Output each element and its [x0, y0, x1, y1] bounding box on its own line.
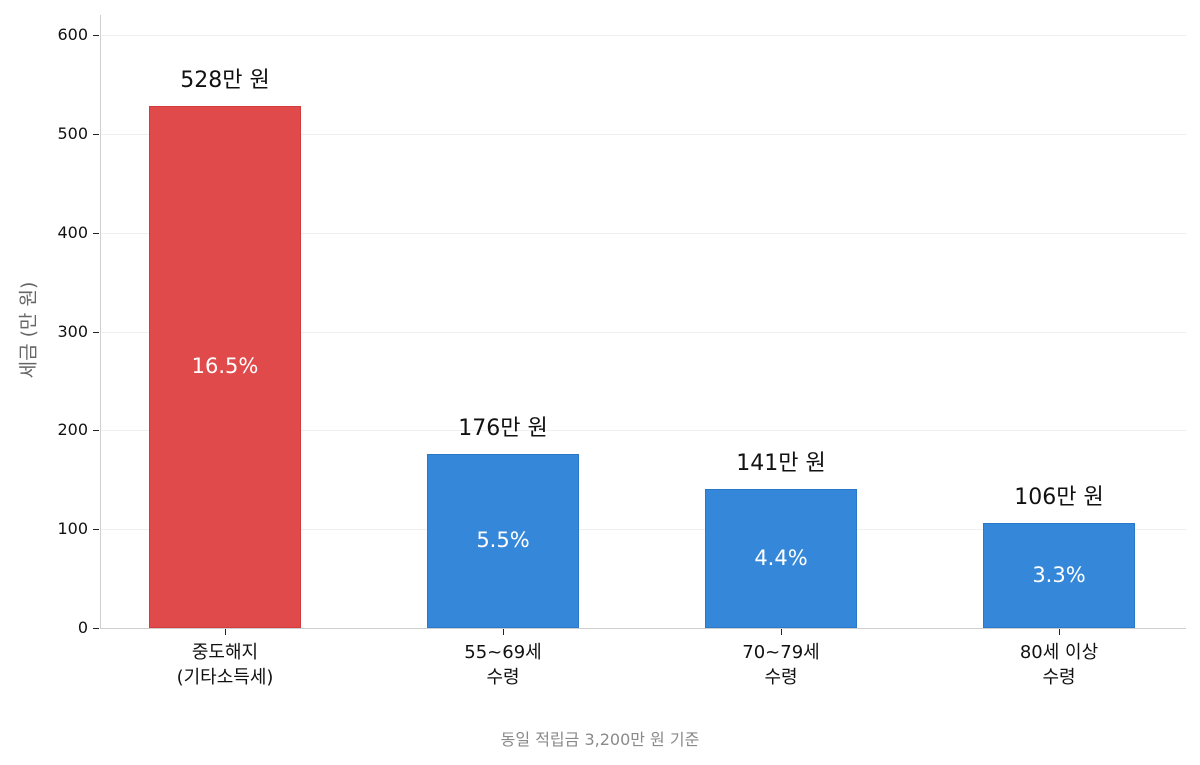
y-tick-mark [93, 430, 99, 431]
x-label-line2: 수령 [1042, 667, 1076, 688]
x-tick-mark [225, 629, 226, 635]
gridline [101, 430, 1186, 431]
y-axis-line [100, 15, 101, 629]
y-tick-label: 300 [57, 322, 88, 341]
y-tick-label: 500 [57, 124, 88, 143]
x-axis-line [100, 628, 1186, 629]
x-label-line2: 수령 [486, 667, 520, 688]
bar-rate-label: 16.5% [191, 354, 259, 378]
bar: 16.5% [149, 106, 301, 628]
gridline [101, 134, 1186, 135]
y-tick-label: 200 [57, 420, 88, 439]
bar-value-label: 528만 원 [180, 68, 270, 93]
x-tick-mark [781, 629, 782, 635]
y-tick-mark [93, 529, 99, 530]
y-tick-label: 600 [57, 25, 88, 44]
x-label-line2: (기타소득세) [176, 667, 274, 688]
bar-value-label: 106만 원 [1014, 485, 1104, 510]
footnote: 동일 적립금 3,200만 원 기준 [500, 730, 700, 749]
x-label-line1: 중도해지 [191, 642, 259, 663]
y-tick-mark [93, 332, 99, 333]
y-tick-label: 100 [57, 519, 88, 538]
bar-value-label: 141만 원 [736, 451, 826, 476]
bar: 4.4% [705, 489, 857, 628]
y-tick-label: 0 [77, 618, 88, 637]
x-tick-mark [1059, 629, 1060, 635]
bar: 3.3% [983, 523, 1135, 628]
y-tick-mark [93, 628, 99, 629]
x-tick-mark [503, 629, 504, 635]
gridline [101, 35, 1186, 36]
x-label-line1: 55~69세 [464, 642, 542, 663]
y-tick-mark [93, 35, 99, 36]
x-label-line2: 수령 [764, 667, 798, 688]
x-label-line1: 70~79세 [742, 642, 820, 663]
bar-value-label: 176만 원 [458, 416, 548, 441]
y-tick-mark [93, 134, 99, 135]
y-tick-mark [93, 233, 99, 234]
gridline [101, 233, 1186, 234]
gridline [101, 529, 1186, 530]
bar-rate-label: 5.5% [476, 528, 530, 552]
y-tick-label: 400 [57, 223, 88, 242]
bar: 5.5% [427, 454, 579, 628]
x-tick-label: 중도해지 (기타소득세) [115, 640, 335, 690]
x-label-line1: 80세 이상 [1019, 642, 1099, 663]
bar-rate-label: 3.3% [1032, 562, 1086, 587]
gridline [101, 332, 1186, 333]
bar-rate-label: 4.4% [754, 545, 808, 570]
